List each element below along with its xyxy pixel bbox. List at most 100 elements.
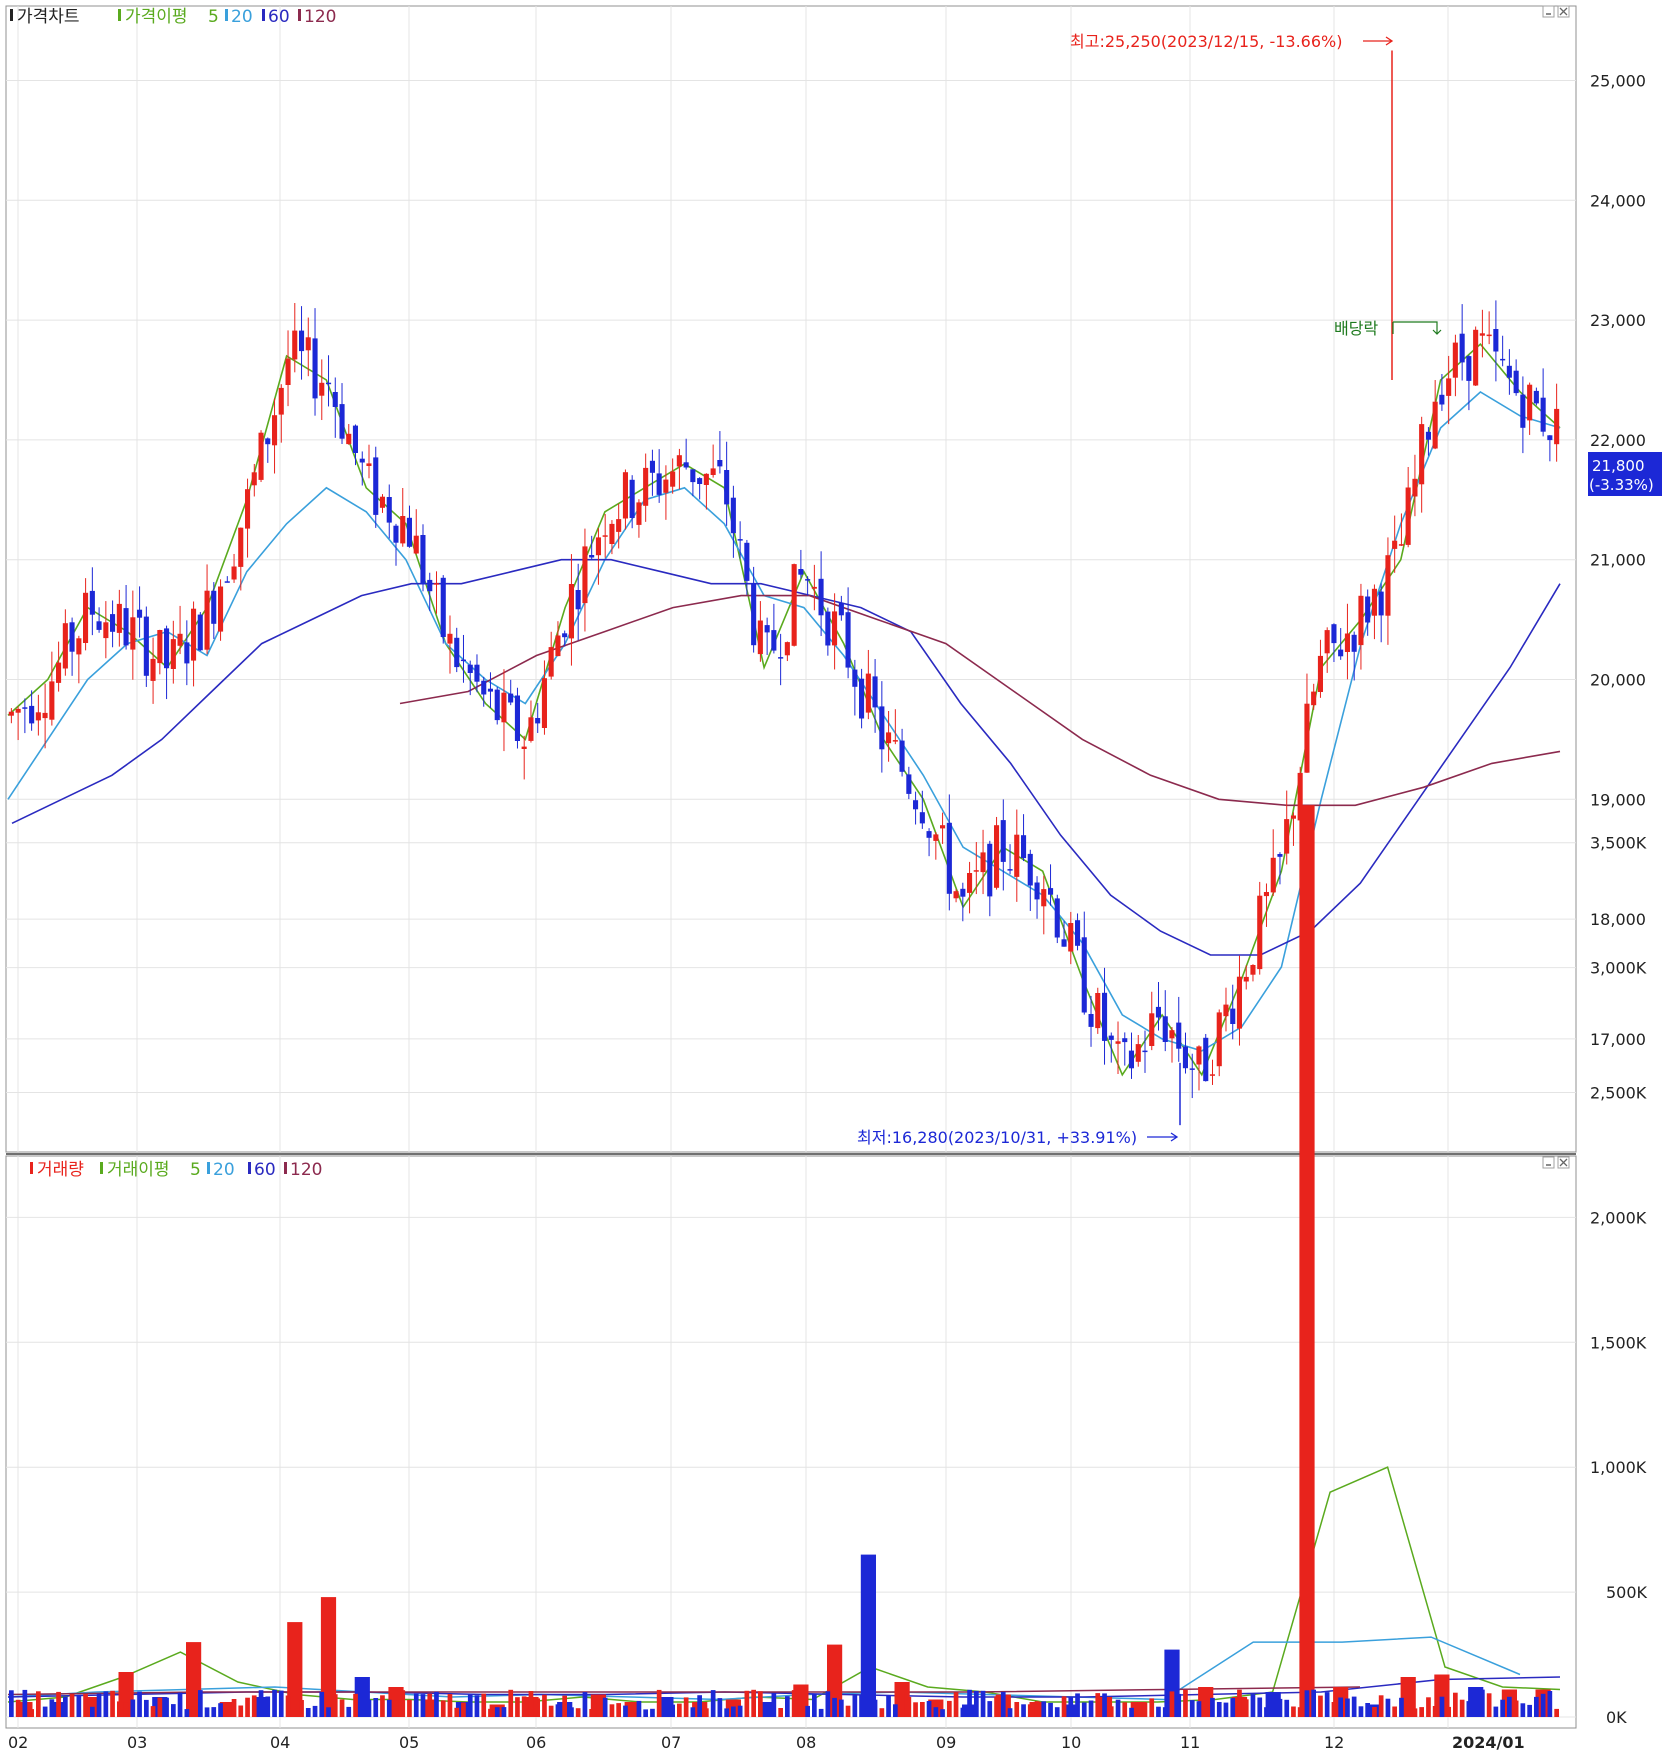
volume-bar [63,1696,68,1717]
volume-bar [575,1708,581,1717]
candle-body [467,664,473,673]
volume-bar [1095,1693,1101,1717]
candle-body [946,822,952,894]
volume-bar [1149,1698,1155,1717]
price-panel-minimize-button[interactable] [1542,5,1555,18]
volume-bar [1399,1697,1404,1717]
volume-bar [825,1691,831,1717]
volume-panel-minimize-button[interactable] [1542,1156,1555,1169]
volume-bar [785,1696,790,1717]
candle-body [1513,370,1519,394]
candle-body [535,718,541,724]
volume-bar [1102,1693,1107,1717]
volume-bar [1507,1696,1512,1717]
volume-bar [670,1704,675,1717]
candle-body [177,633,183,646]
candle-body [1236,976,1242,1029]
volume-bar [508,1689,514,1717]
legend-mark-ma120 [298,9,301,21]
candle-body [22,707,28,709]
volume-y-tick-label: 0K [1606,1708,1627,1727]
volume-bar [616,1703,621,1717]
dividend-marker-icon [1392,321,1442,335]
volume-bar [1426,1697,1431,1717]
volume-bar [1358,1706,1364,1717]
candle-body [1223,1004,1229,1017]
volume-y-tick-label: 2,000K [1590,1208,1647,1227]
volume-bar [211,1707,217,1717]
candle-body [670,471,676,487]
volume-bar [198,1690,203,1717]
candle-body [170,639,176,669]
volume-bar [1439,1696,1445,1717]
price-y-tick-label: 22,000 [1590,431,1646,450]
candle-body [1027,853,1033,886]
candle-body [832,611,838,646]
candle-body [906,774,912,794]
candle-body [76,638,82,655]
candle-body [1459,333,1465,363]
volume-bar [737,1705,743,1717]
candle-body [29,705,35,724]
candle-body [1473,329,1479,386]
candle-body [164,628,170,669]
volume-bar [947,1700,952,1717]
volume-legend: 거래량 거래이평 5 20 60 120 [30,1160,322,1180]
volume-bar [191,1706,196,1717]
volume-y-tick-label: 1,500K [1590,1333,1647,1352]
candle-body [1486,334,1492,337]
current-price-box [1588,452,1662,496]
volume-bar [49,1699,55,1717]
candle-body [487,688,493,692]
candle-body [251,472,257,486]
volume-bar [1014,1702,1020,1717]
legend-price-title: 가격차트 [17,7,80,27]
volume-bar [1243,1699,1249,1717]
candle-body [1169,1030,1175,1039]
volume-bar [1527,1704,1532,1717]
volume-bar [623,1705,628,1717]
candle-body [218,586,224,632]
volume-bar [123,1702,129,1717]
x-tick-label: 08 [796,1733,816,1752]
candle-body [494,689,500,721]
volume-bar [859,1694,864,1717]
candle-body [751,583,757,646]
volume-bar [1169,1691,1175,1717]
legend-mark-vol-ma [100,1162,103,1174]
high-arrow-icon [1363,36,1394,46]
x-tick-label: 06 [526,1733,546,1752]
candle-body [393,525,399,543]
candle-body [258,432,264,480]
legend-price-ma120: 120 [304,7,336,27]
candle-body [778,657,784,659]
x-tick-label: 04 [270,1733,290,1752]
candle-body [508,693,514,703]
volume-bar [933,1707,939,1717]
legend-volume-ma120: 120 [290,1160,322,1180]
candle-body [157,630,163,664]
volume-bar [130,1699,136,1717]
volume-bar [771,1693,777,1717]
candle-body [872,676,878,708]
volume-bar [427,1693,433,1717]
volume-bar [1372,1707,1377,1717]
candle-body [326,382,332,385]
volume-bar [386,1699,392,1717]
price-y-tick-label: 21,000 [1590,551,1646,570]
legend-mark-price [10,9,13,21]
volume-bar [245,1697,250,1717]
candle-body [413,535,419,554]
candle-body [994,825,1000,888]
candle-body [960,888,966,897]
candle-body [1365,596,1371,623]
volume-bar [1400,1677,1416,1717]
volume-bar [1297,1707,1303,1717]
volume-bar [1351,1696,1357,1717]
legend-price-ma20: 20 [231,7,253,27]
candle-body [1128,1050,1134,1069]
volume-bar [393,1700,399,1717]
volume-bar [582,1692,588,1717]
candle-body [1277,854,1283,857]
volume-bar [1108,1706,1114,1717]
